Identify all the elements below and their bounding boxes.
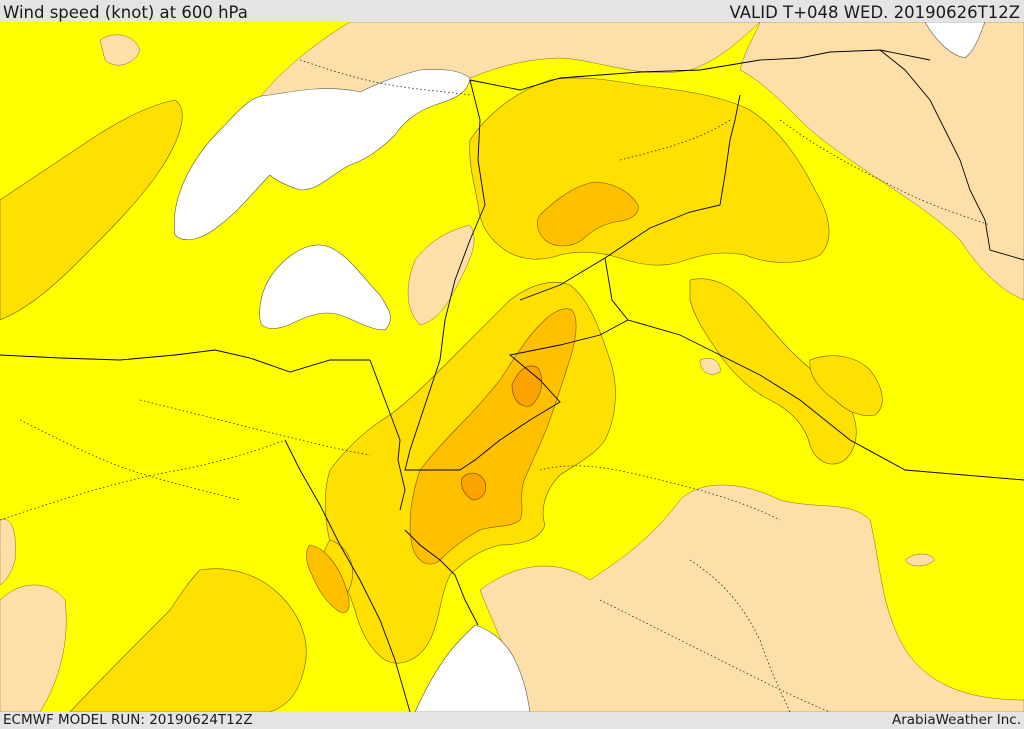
- moderate-west: [0, 99, 183, 321]
- calm-areas: [173, 22, 986, 712]
- valid-time: VALID T+048 WED. 20190626T12Z: [729, 3, 1020, 22]
- low-wind-west-edge: [0, 518, 16, 586]
- border-egypt-coast: [0, 349, 370, 373]
- province-line-6: [779, 119, 991, 226]
- province-line-8: [689, 559, 791, 712]
- border-jordan-iraq: [459, 319, 629, 471]
- border-iraq-iran: [879, 49, 1024, 261]
- moderate-sinai: [69, 568, 307, 712]
- low-wind-islet-1: [99, 34, 141, 66]
- low-wind-southwest: [0, 584, 67, 712]
- weather-map: [0, 22, 1024, 712]
- core-north: [511, 365, 543, 407]
- border-sinai-west: [284, 439, 411, 712]
- country-borders: [0, 49, 1024, 712]
- low-wind-lebanon: [407, 224, 475, 326]
- border-israel-egypt: [369, 359, 406, 511]
- footer-bar: ECMWF MODEL RUN: 20190624T12Z ArabiaWeat…: [0, 712, 1024, 729]
- low-wind-islet-2: [699, 358, 721, 375]
- wind-speed-map-svg: [0, 22, 1024, 712]
- province-line-2: [139, 399, 371, 456]
- province-lines: [0, 59, 991, 712]
- province-line-4: [539, 465, 781, 521]
- max-wind-cores: [461, 365, 543, 501]
- core-south: [461, 472, 487, 501]
- low-wind-areas: [0, 22, 1024, 712]
- moderate-iraq-east: [689, 278, 857, 465]
- province-line-9: [299, 59, 471, 96]
- province-line-7: [19, 419, 241, 501]
- calm-area-anatolia: [173, 68, 471, 240]
- header-bar: Wind speed (knot) at 600 hPa VALID T+048…: [0, 0, 1024, 22]
- low-wind-northeast: [739, 22, 1024, 301]
- credit: ArabiaWeather Inc.: [891, 712, 1021, 728]
- strong-syria: [536, 181, 639, 247]
- model-run: ECMWF MODEL RUN: 20190624T12Z: [3, 712, 253, 728]
- calm-area-redsea: [414, 624, 531, 712]
- province-line-5: [599, 599, 831, 712]
- border-levant-coast: [404, 79, 486, 471]
- border-syria-iraq: [519, 94, 741, 301]
- moderate-east-patch: [809, 355, 883, 416]
- border-turkey-syria: [469, 49, 931, 91]
- province-line-1: [0, 439, 286, 521]
- border-egypt-saudi-coast: [404, 529, 479, 626]
- calm-area-north-tip: [924, 22, 986, 59]
- border-jordan-saudi: [604, 257, 1024, 481]
- calm-area-levant: [259, 244, 391, 331]
- province-line-3: [619, 119, 731, 161]
- map-title: Wind speed (knot) at 600 hPa: [3, 3, 248, 22]
- strong-sinai: [306, 544, 350, 613]
- low-wind-islet-3: [904, 553, 936, 567]
